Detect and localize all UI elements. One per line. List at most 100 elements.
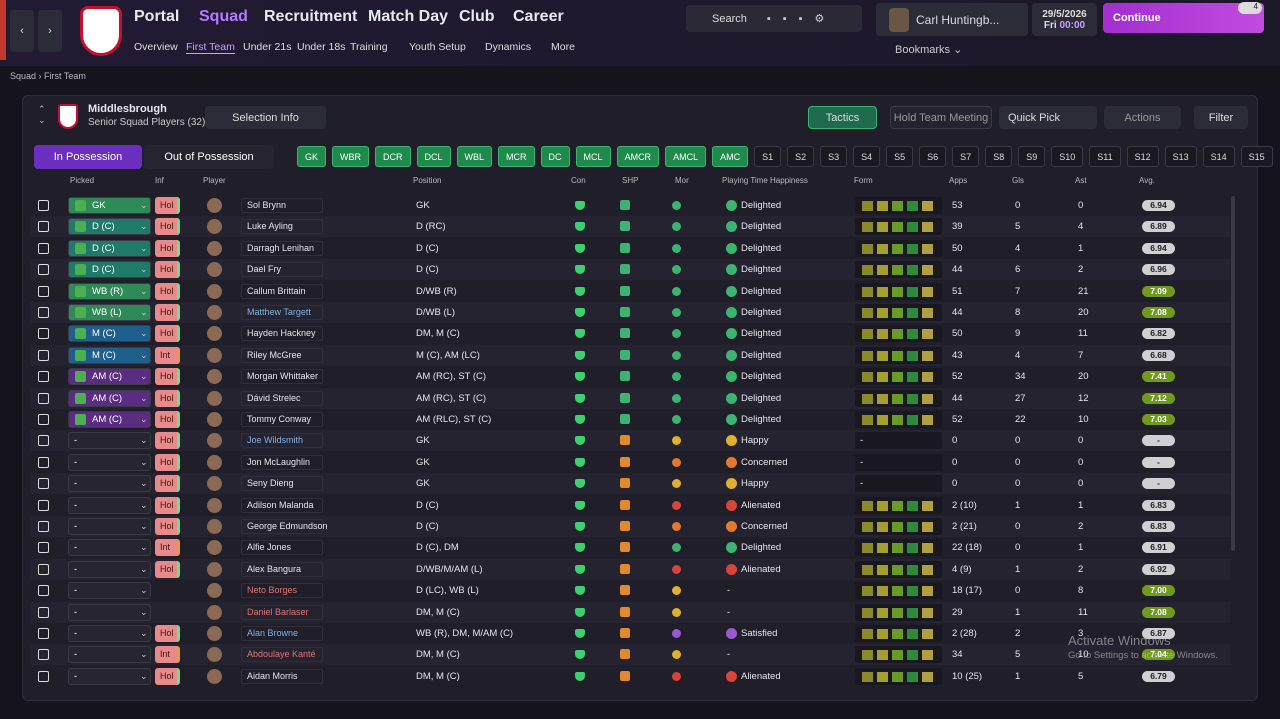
back-button[interactable]: ‹	[10, 10, 34, 52]
position-slot[interactable]: AMC	[712, 146, 749, 167]
picked-select[interactable]	[68, 346, 151, 364]
picked-select[interactable]	[68, 218, 151, 236]
checkbox[interactable]	[38, 478, 49, 490]
checkbox[interactable]	[38, 328, 49, 340]
sub-nav-item[interactable]: Overview	[134, 41, 178, 53]
sub-nav-item[interactable]: Youth Setup	[409, 41, 466, 53]
collapse-arrows[interactable]: ⌃ ⌄	[38, 104, 46, 125]
checkbox[interactable]	[38, 649, 49, 661]
position-slot[interactable]: DCL	[416, 146, 451, 167]
sub-slot[interactable]: S9	[1018, 146, 1046, 167]
picked-select[interactable]	[68, 261, 151, 279]
main-nav-item[interactable]: Recruitment	[264, 8, 358, 25]
quick-pick[interactable]: Quick Pick	[999, 106, 1097, 129]
picked-select[interactable]	[68, 646, 151, 664]
checkbox[interactable]	[38, 499, 49, 511]
sub-slot[interactable]: S4	[853, 146, 881, 167]
picked-select[interactable]	[68, 239, 151, 257]
checkbox[interactable]	[38, 628, 49, 639]
picked-select[interactable]	[68, 496, 151, 514]
picked-select[interactable]	[68, 625, 151, 642]
checkbox[interactable]	[38, 242, 49, 254]
sub-nav-item[interactable]: Training	[350, 41, 388, 53]
sub-slot[interactable]: S3	[820, 146, 848, 167]
picked-select[interactable]	[68, 539, 151, 557]
position-slot[interactable]: WBR	[332, 146, 370, 167]
position-slot[interactable]: DC	[540, 146, 570, 167]
forward-button[interactable]: ›	[38, 10, 62, 52]
sub-slot[interactable]: S8	[985, 146, 1013, 167]
checkbox[interactable]	[38, 371, 49, 383]
sub-nav-item[interactable]: Dynamics	[485, 41, 532, 53]
search-box[interactable]: Search ▪▪▪⚙	[686, 5, 862, 32]
bookmarks[interactable]: Bookmarks ⌄	[895, 44, 963, 56]
position-slot[interactable]: AMCL	[665, 146, 707, 167]
picked-select[interactable]	[68, 518, 151, 535]
checkbox[interactable]	[38, 670, 49, 682]
checkbox[interactable]	[38, 285, 49, 297]
position-slot[interactable]: MCR	[498, 146, 535, 167]
sub-slot[interactable]: S10	[1051, 146, 1084, 167]
crumb[interactable]: Squad	[10, 71, 37, 81]
checkbox[interactable]	[38, 585, 49, 597]
picked-select[interactable]	[68, 667, 151, 685]
picked-select[interactable]	[68, 475, 151, 493]
checkbox[interactable]	[38, 349, 49, 361]
sub-slot[interactable]: S11	[1089, 146, 1121, 167]
sub-nav-item[interactable]: More	[551, 41, 575, 53]
checkbox[interactable]	[38, 456, 49, 468]
picked-select[interactable]	[68, 453, 151, 471]
sub-slot[interactable]: S12	[1126, 146, 1159, 167]
picked-select[interactable]	[68, 304, 151, 321]
sub-slot[interactable]: S7	[952, 146, 980, 167]
position-slot[interactable]: MCL	[575, 146, 611, 167]
continue-button[interactable]: Continue	[1103, 3, 1264, 33]
checkbox[interactable]	[38, 221, 49, 233]
checkbox[interactable]	[38, 264, 49, 276]
main-nav-item[interactable]: Squad	[199, 8, 248, 25]
checkbox[interactable]	[38, 414, 49, 425]
sub-slot[interactable]: S15	[1240, 146, 1273, 167]
picked-select[interactable]	[68, 197, 151, 214]
team-meeting[interactable]: Hold Team Meeting	[890, 106, 992, 129]
selection-info[interactable]: Selection Info	[205, 106, 326, 129]
main-nav-item[interactable]: Match Day	[368, 8, 449, 25]
sub-nav-item[interactable]: Under 21s	[243, 41, 292, 53]
picked-select[interactable]	[68, 368, 151, 386]
picked-select[interactable]	[68, 432, 151, 450]
picked-select[interactable]	[68, 389, 151, 407]
checkbox[interactable]	[38, 606, 49, 618]
main-nav-item[interactable]: Career	[513, 8, 564, 25]
in-possession-tab[interactable]: In Possession	[34, 145, 142, 169]
out-of-possession-tab[interactable]: Out of Possession	[144, 145, 274, 169]
picked-select[interactable]	[68, 582, 151, 600]
picked-select[interactable]	[68, 282, 151, 300]
sub-slot[interactable]: S14	[1202, 146, 1235, 167]
main-nav-item[interactable]: Portal	[134, 8, 180, 25]
position-slot[interactable]: GK	[297, 146, 327, 167]
checkbox[interactable]	[38, 307, 49, 318]
picked-select[interactable]	[68, 411, 151, 428]
sub-slot[interactable]: S1	[754, 146, 782, 167]
picked-select[interactable]	[68, 560, 151, 578]
checkbox[interactable]	[38, 521, 49, 532]
picked-select[interactable]	[68, 325, 151, 343]
sub-slot[interactable]: S6	[919, 146, 947, 167]
actions[interactable]: Actions	[1104, 106, 1181, 129]
picked-select[interactable]	[68, 603, 151, 621]
position-slot[interactable]: WBL	[456, 146, 493, 167]
checkbox[interactable]	[38, 542, 49, 554]
sub-slot[interactable]: S5	[886, 146, 914, 167]
checkbox[interactable]	[38, 392, 49, 404]
sub-slot[interactable]: S2	[787, 146, 815, 167]
main-nav-item[interactable]: Club	[459, 8, 495, 25]
checkbox[interactable]	[38, 563, 49, 575]
checkbox[interactable]	[38, 435, 49, 447]
sub-nav-item[interactable]: First Team	[186, 41, 235, 54]
tactics[interactable]: Tactics	[808, 106, 877, 129]
sub-slot[interactable]: S13	[1164, 146, 1197, 167]
position-slot[interactable]: DCR	[375, 146, 411, 167]
sub-nav-item[interactable]: Under 18s	[297, 41, 346, 53]
filter[interactable]: Filter	[1194, 106, 1248, 129]
position-slot[interactable]: AMCR	[616, 146, 660, 167]
